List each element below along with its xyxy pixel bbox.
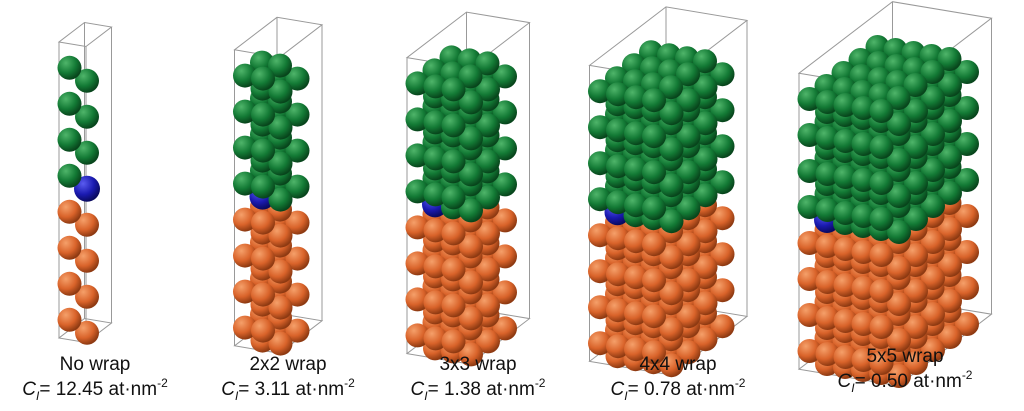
atom [58, 200, 82, 224]
atom [870, 243, 894, 267]
unit: at·nm [908, 371, 962, 392]
concentration: CI= 3.11 at·nm-2 [221, 376, 355, 403]
atom [58, 308, 82, 332]
value: 3.11 [255, 379, 291, 400]
atom-model [233, 17, 322, 355]
value: 12.45 [56, 379, 104, 400]
atom [442, 257, 466, 281]
atom [642, 196, 666, 220]
equals: = [428, 379, 444, 400]
equals: = [39, 379, 55, 400]
symbol: C [411, 379, 425, 400]
panel-label: 4x4 wrap [639, 354, 716, 375]
atom [442, 149, 466, 173]
symbol: C [221, 379, 235, 400]
box-edge [59, 23, 112, 47]
atom [251, 211, 275, 235]
exponent: -2 [535, 376, 546, 390]
atom [442, 293, 466, 317]
atom [442, 77, 466, 101]
atom [58, 236, 82, 260]
exponent: -2 [157, 376, 168, 390]
value: 0.50 [871, 371, 908, 392]
unit: at·nm [481, 379, 535, 400]
symbol: C [838, 371, 852, 392]
atom [251, 175, 275, 199]
atom [442, 221, 466, 245]
atom [870, 279, 894, 303]
atom [642, 160, 666, 184]
atom [642, 232, 666, 256]
atom [58, 164, 82, 188]
figure: No wrapCI= 12.45 at·nm-2 2x2 wrapCI= 3.11… [0, 0, 1024, 411]
atom [642, 268, 666, 292]
atom-model [798, 2, 992, 388]
atom [442, 329, 466, 353]
atom [642, 304, 666, 328]
atom [58, 92, 82, 116]
panel-label: 3x3 wrap [439, 354, 516, 375]
atom [870, 99, 894, 123]
atom [251, 103, 275, 127]
atom [251, 67, 275, 91]
concentration: CI= 12.45 at·nm-2 [22, 376, 168, 403]
concentration: CI= 1.38 at·nm-2 [411, 376, 546, 403]
atom [251, 319, 275, 343]
box-edge [235, 17, 323, 57]
atom [870, 171, 894, 195]
value: 1.38 [444, 379, 481, 400]
atom [58, 272, 82, 296]
atom [58, 128, 82, 152]
atom [251, 139, 275, 163]
panel-label: 2x2 wrap [249, 354, 326, 375]
symbol: C [611, 379, 625, 400]
atom [870, 207, 894, 231]
exponent: -2 [735, 376, 746, 390]
symbol: C [22, 379, 36, 400]
value: 0.78 [644, 379, 681, 400]
atom [642, 88, 666, 112]
atom [251, 283, 275, 307]
equals: = [855, 371, 871, 392]
equals: = [238, 379, 254, 400]
atom [251, 247, 275, 271]
exponent: -2 [962, 368, 973, 382]
atom [870, 135, 894, 159]
unit: at·nm [681, 379, 735, 400]
atom-model [406, 12, 530, 366]
panel-label: 5x5 wrap [866, 346, 943, 367]
unit: at·nm [290, 379, 344, 400]
concentration: CI= 0.78 at·nm-2 [611, 376, 746, 403]
atom [870, 315, 894, 339]
atom-model [58, 23, 112, 345]
equals: = [628, 379, 644, 400]
atom [58, 56, 82, 80]
panel-label: No wrap [60, 354, 131, 375]
atom-model [588, 7, 747, 377]
exponent: -2 [344, 376, 355, 390]
unit: at·nm [103, 379, 157, 400]
atom [642, 124, 666, 148]
atom [442, 185, 466, 209]
atom [442, 113, 466, 137]
concentration: CI= 0.50 at·nm-2 [838, 368, 973, 395]
